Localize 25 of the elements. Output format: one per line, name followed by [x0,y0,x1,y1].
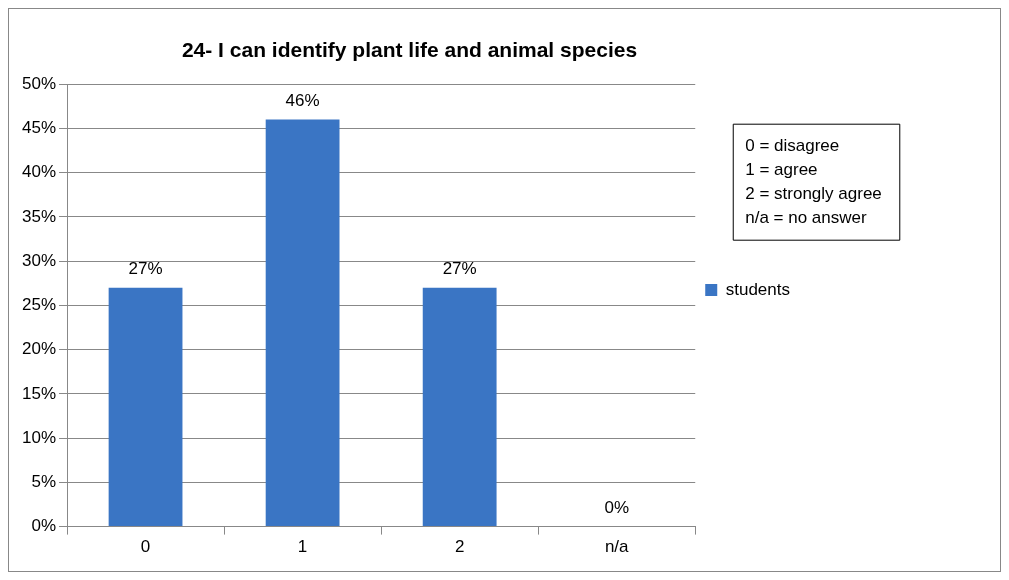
y-tick-label: 15% [21,383,57,403]
text: n/a = no answer [745,207,868,227]
chart-title: 24- I can identify plant life and animal species [181,38,638,62]
y-tick-label: 0% [31,516,57,536]
y-tick-label: 5% [31,472,57,492]
x-tick-label: 1 [297,537,308,557]
text: 0% [604,497,629,517]
legend-label: students [725,279,790,299]
text: 27% [128,258,163,278]
y-tick-label: 30% [21,250,57,270]
y-tick-label: 50% [21,73,57,93]
text: 1 = agree [745,159,818,179]
y-tick-label: 45% [21,118,57,138]
x-tick-label: n/a [604,537,630,557]
y-tick-label: 10% [21,427,57,447]
x-tick-label: 2 [454,537,465,557]
y-tick-label: 35% [21,206,57,226]
y-tick-label: 40% [21,162,57,182]
text: 46% [285,90,320,110]
text: 2 = strongly agree [745,183,882,203]
text: 0 = disagree [745,135,840,155]
x-tick-label: 0 [140,537,151,557]
y-tick-label: 25% [21,295,57,315]
y-tick-label: 20% [21,339,57,359]
text: 27% [442,258,477,278]
